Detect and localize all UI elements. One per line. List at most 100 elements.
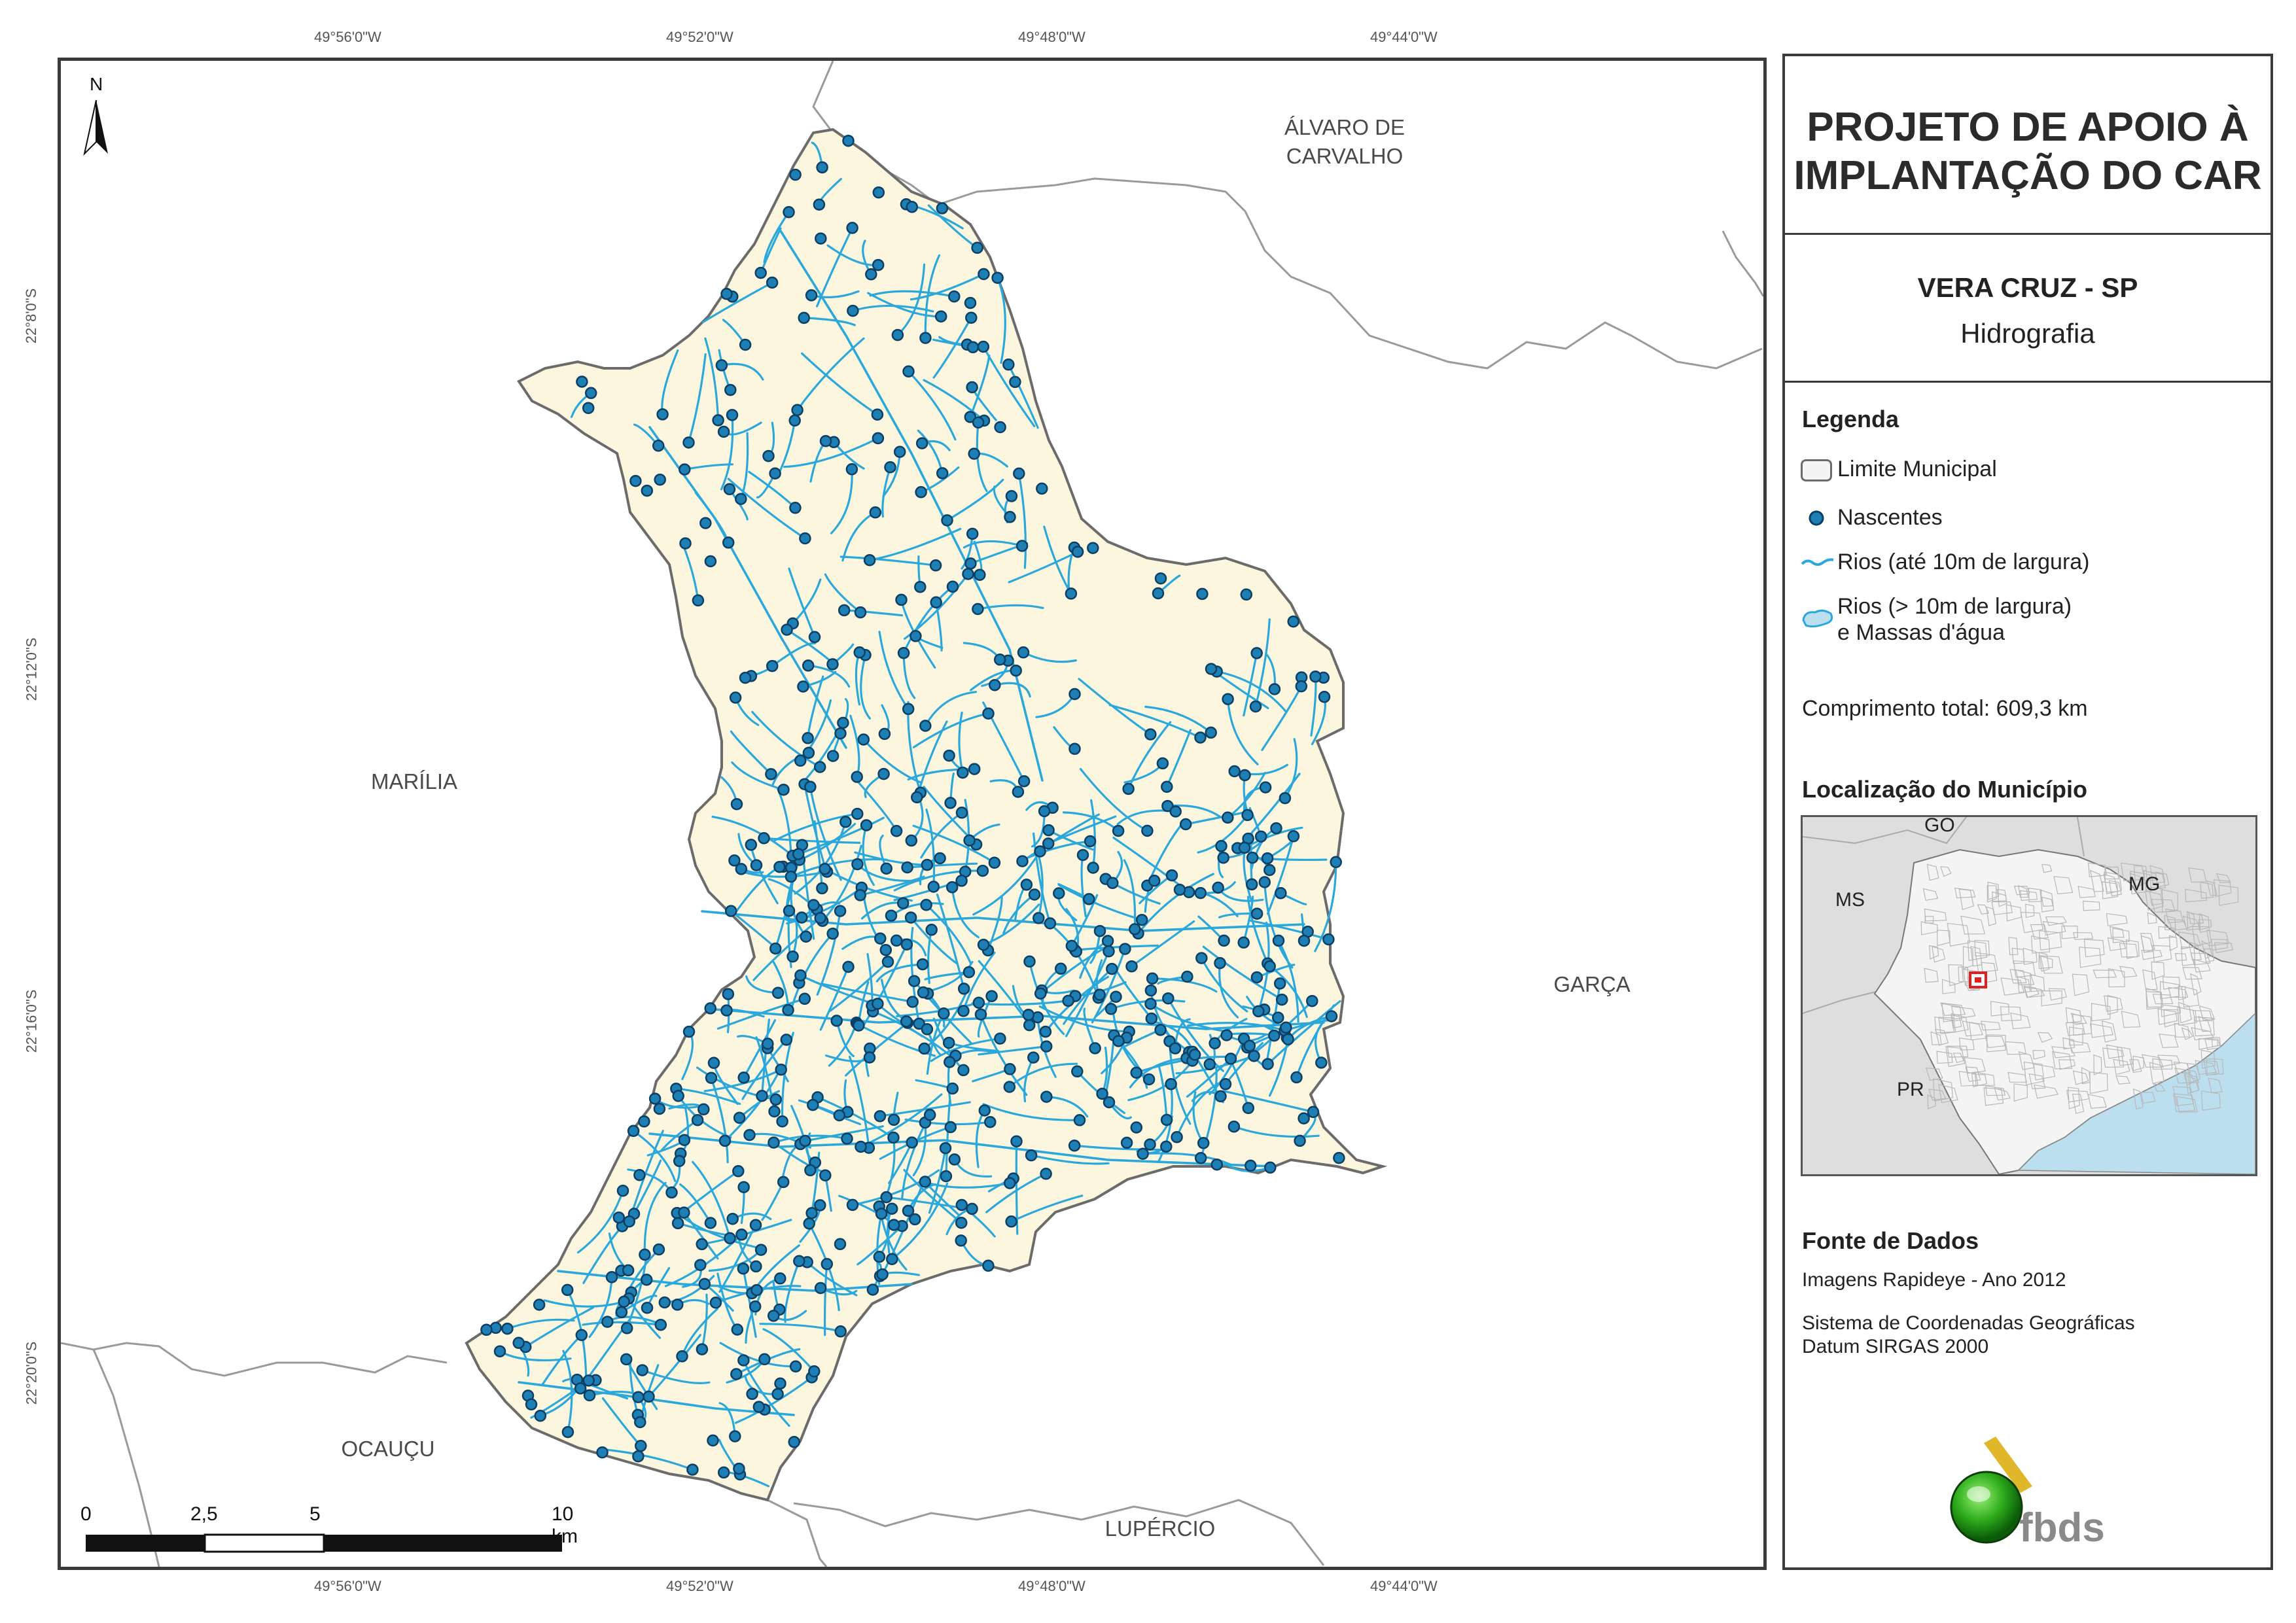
inset-municipality-cell xyxy=(2028,887,2042,903)
spring-point xyxy=(776,1115,788,1128)
spring-point xyxy=(766,276,779,289)
spring-point xyxy=(620,1353,633,1366)
inset-municipality-cell xyxy=(2140,933,2155,954)
river-segment xyxy=(907,370,957,441)
spring-point xyxy=(994,1032,1006,1045)
river-segment xyxy=(891,1182,949,1261)
river-segment xyxy=(796,337,865,411)
spring-point xyxy=(1083,893,1095,905)
inset-municipality-cell xyxy=(2201,940,2213,959)
river-segment xyxy=(881,1185,923,1276)
spring-point xyxy=(972,416,985,429)
river-segment xyxy=(1251,856,1328,862)
inset-municipality-cell xyxy=(1920,921,1938,935)
spring-point xyxy=(805,1207,818,1219)
spring-point xyxy=(561,1283,574,1297)
spring-point xyxy=(1020,879,1033,891)
river-segment xyxy=(985,1172,1048,1213)
spring-point xyxy=(638,1115,650,1128)
inset-municipality-cell xyxy=(1965,1066,1981,1082)
legend-rivers-large-line1: Rios (> 10m de largura) xyxy=(1837,594,2072,619)
inset-municipality-cell xyxy=(1952,1053,1965,1064)
river-segment xyxy=(925,903,972,965)
spring-point xyxy=(1142,1073,1156,1086)
inset-ocean xyxy=(2017,1012,2255,1174)
spring-point xyxy=(1272,934,1285,947)
spring-point xyxy=(819,1169,832,1181)
spring-point xyxy=(930,596,942,609)
river-segment xyxy=(808,1222,840,1312)
legend-river-line-icon xyxy=(1801,558,1834,566)
spring-point xyxy=(1062,994,1074,1007)
spring-point xyxy=(1135,913,1148,926)
spring-point xyxy=(1122,782,1135,795)
spring-point xyxy=(968,447,980,460)
spring-point xyxy=(704,1002,716,1015)
river-segment xyxy=(576,1189,624,1254)
inset-municipality-cell xyxy=(2013,886,2030,896)
spring-point xyxy=(785,870,798,883)
spring-point xyxy=(906,1136,918,1149)
spring-point xyxy=(777,783,790,796)
inset-municipality-cell xyxy=(2153,1083,2166,1092)
inset-municipality-cell xyxy=(2017,975,2031,993)
coord-bottom-3: 49°48'0"W xyxy=(1018,1578,1086,1594)
spring-point xyxy=(1119,943,1131,955)
spring-point xyxy=(816,882,828,895)
inset-location-map[interactable]: GO MS MG PR xyxy=(1801,815,2257,1176)
spring-point xyxy=(1009,375,1021,389)
spring-point xyxy=(1238,841,1251,854)
spring-point xyxy=(672,1090,684,1102)
spring-point xyxy=(1222,693,1234,705)
inset-municipality-cell xyxy=(2140,1091,2156,1104)
spring-point xyxy=(771,986,785,999)
river-segment xyxy=(1008,1062,1078,1089)
inset-municipality-cell xyxy=(2058,1059,2075,1070)
spring-point xyxy=(887,1219,900,1231)
spring-point xyxy=(936,467,949,480)
spring-point xyxy=(1322,933,1335,946)
river-segment xyxy=(1167,997,1224,1072)
spring-point xyxy=(815,232,827,245)
inset-municipality-cell xyxy=(1958,966,1969,983)
map-canvas[interactable] xyxy=(61,61,1763,1567)
inset-municipality-cell xyxy=(2005,904,2022,922)
spring-point xyxy=(1282,1033,1294,1045)
spring-point xyxy=(574,1382,587,1395)
spring-point xyxy=(872,258,885,271)
spring-point xyxy=(1022,1009,1035,1021)
river-segment xyxy=(797,816,885,856)
spring-point xyxy=(636,1364,648,1376)
municipality-polygon xyxy=(465,128,1388,1502)
inset-municipality-cell xyxy=(2107,937,2127,951)
spring-point xyxy=(576,375,588,388)
inset-municipality-cell xyxy=(2108,880,2122,897)
spring-point xyxy=(1169,805,1182,818)
map-frame[interactable]: N ÁLVARO DE CARVALHO MARÍLIA GARÇA OCAUÇ… xyxy=(58,58,1767,1570)
inset-municipality-cell xyxy=(2041,864,2053,873)
spring-point xyxy=(658,1296,671,1309)
river-segment xyxy=(859,875,925,896)
inset-label-go: GO xyxy=(1924,815,1955,836)
spring-point xyxy=(944,797,957,809)
spring-point xyxy=(623,1215,635,1228)
spring-point xyxy=(1087,542,1099,554)
inset-municipality-cell xyxy=(1926,1067,1943,1081)
inset-municipality-cell xyxy=(2148,887,2164,906)
river-segment xyxy=(692,1161,732,1240)
river-segment xyxy=(976,421,988,493)
river-segment xyxy=(867,292,942,318)
spring-point xyxy=(1071,546,1084,558)
river-segment xyxy=(1151,977,1218,993)
spring-point xyxy=(881,955,894,968)
inset-municipality-cell xyxy=(2030,973,2045,992)
river-segment xyxy=(710,1077,729,1164)
spring-point xyxy=(819,863,831,875)
inset-municipality-cell xyxy=(2079,947,2102,968)
boundary-sw-ocaucu xyxy=(61,1342,448,1377)
river-segment xyxy=(925,809,936,888)
inset-municipality-cell xyxy=(2000,977,2025,996)
spring-point xyxy=(929,559,942,572)
river-segment xyxy=(912,1121,927,1177)
spring-point xyxy=(601,1316,614,1328)
